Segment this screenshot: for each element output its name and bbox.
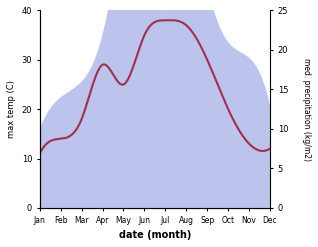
X-axis label: date (month): date (month): [119, 230, 191, 240]
Y-axis label: max temp (C): max temp (C): [7, 80, 16, 138]
Y-axis label: med. precipitation (kg/m2): med. precipitation (kg/m2): [302, 58, 311, 161]
